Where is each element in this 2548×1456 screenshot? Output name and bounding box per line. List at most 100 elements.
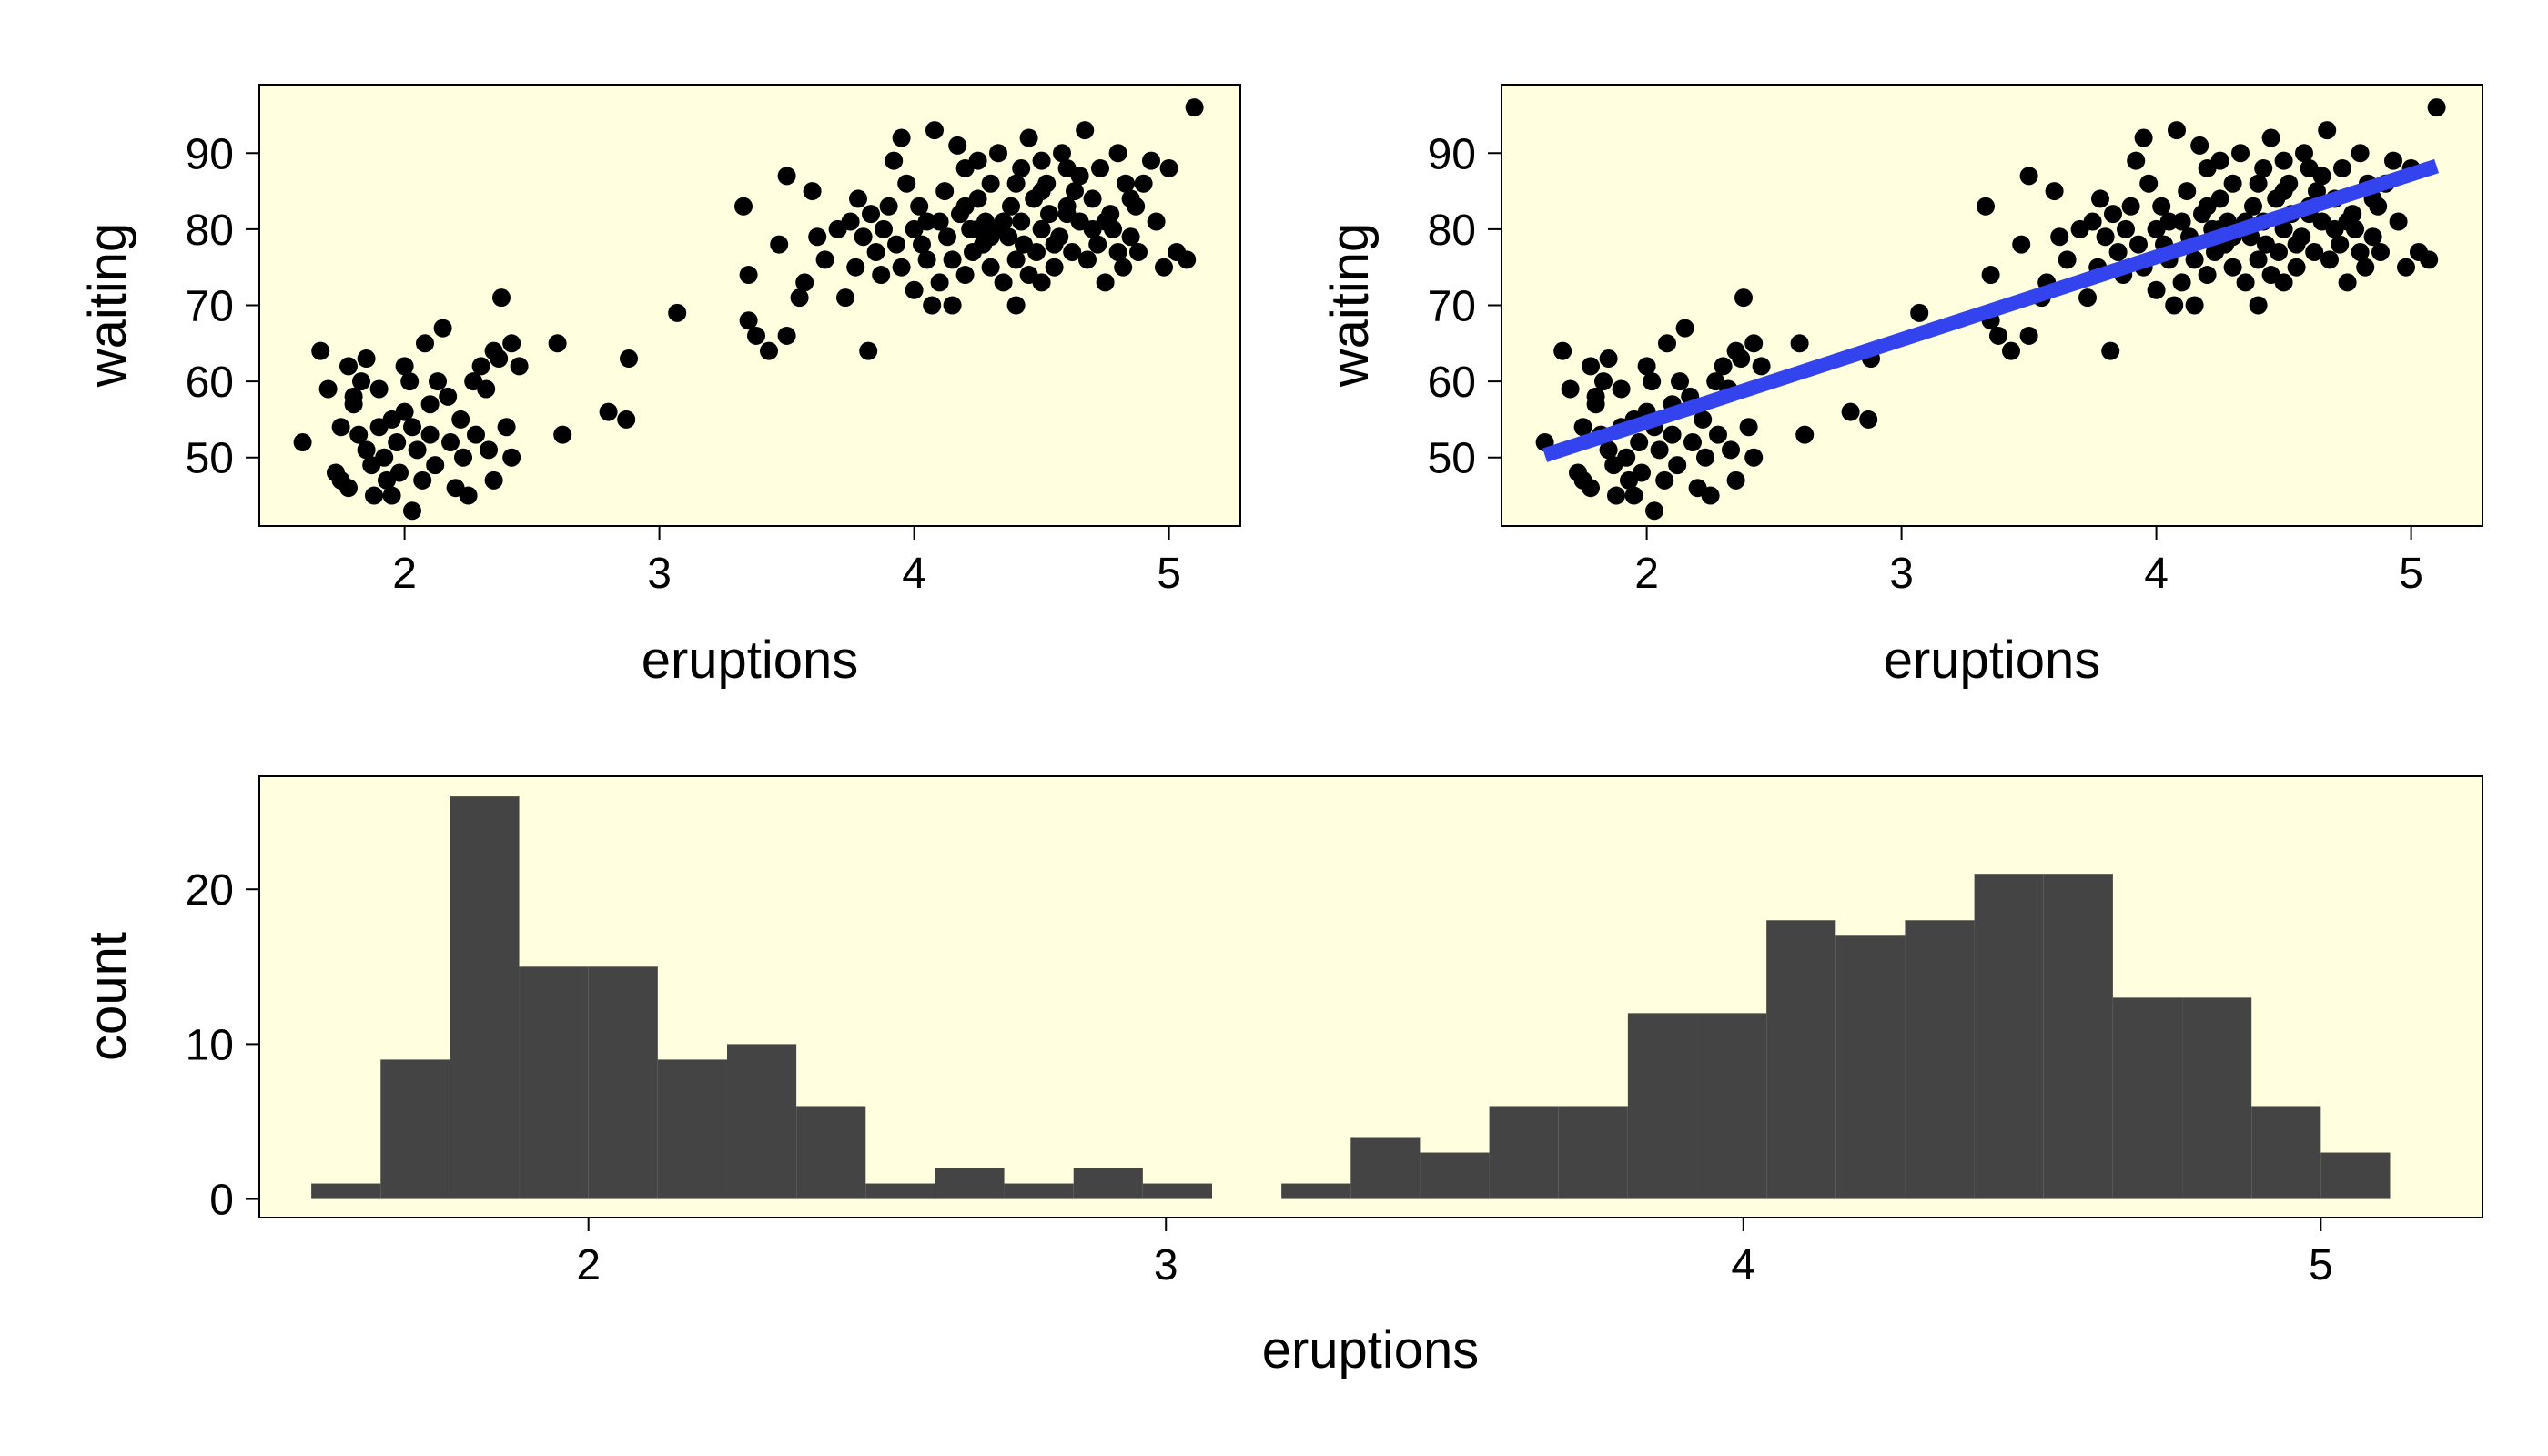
histogram-panel: 2 3 4 5 0 10 20 eruptions count [78, 775, 2483, 1380]
histogram-bar [726, 1044, 797, 1199]
scatter-point [471, 357, 490, 376]
axis-ticks: 2 3 4 5 0 10 20 [186, 866, 2333, 1289]
scatter-point [1637, 357, 1656, 376]
scatter-point [1650, 440, 1669, 460]
scatter-point [1981, 266, 2000, 285]
axis-ticks: 2 3 4 5 50 60 70 80 90 [1428, 130, 2423, 598]
scatter-point [1045, 235, 1064, 254]
scatter-point [2019, 326, 2038, 345]
scatter-point [1663, 425, 1682, 444]
scatter-point [1159, 158, 1178, 177]
scatter-point [854, 228, 873, 247]
scatter-point [375, 448, 394, 467]
scatter-point [2371, 242, 2390, 261]
scatter-point [1709, 425, 1727, 444]
x-tick-label: 4 [2144, 550, 2169, 598]
scatter-point [1070, 167, 1089, 186]
scatter-point [1582, 479, 1600, 498]
scatter-point [760, 341, 778, 360]
scatter-point [777, 326, 796, 345]
scatter-point [1078, 250, 1097, 269]
scatter-point [2223, 258, 2242, 277]
scatter-point [1910, 303, 1929, 322]
scatter-points [1535, 98, 2446, 521]
y-tick-label: 20 [186, 866, 234, 915]
scatter-point [403, 418, 421, 437]
scatter-point [2312, 167, 2331, 186]
scatter-point [2108, 242, 2128, 261]
scatter-point [885, 151, 904, 170]
scatter-point [400, 372, 420, 391]
scatter-point [2308, 182, 2326, 201]
scatter-point [1032, 182, 1051, 201]
y-tick-label: 60 [1428, 359, 1476, 407]
y-tick-label: 60 [186, 359, 234, 407]
scatter-panel-left: 2 3 4 5 50 60 70 80 90 eruptions waiting [78, 84, 1241, 690]
x-tick-label: 4 [1731, 1241, 1755, 1289]
scatter-point [331, 418, 350, 437]
scatter-point [1032, 219, 1051, 238]
scatter-point [1185, 98, 1204, 117]
scatter-point [2274, 182, 2293, 201]
scatter-point [1582, 357, 1600, 376]
scatter-point [956, 266, 975, 285]
scatter-point [480, 440, 498, 460]
scatter-point [938, 228, 956, 247]
scatter-point [2397, 258, 2415, 277]
scatter-point [1561, 379, 1580, 399]
scatter-point [892, 258, 911, 277]
scatter-point [1019, 128, 1038, 147]
scatter-point [1859, 410, 1878, 429]
x-tick-label: 5 [2399, 550, 2423, 598]
scatter-point [426, 456, 445, 475]
x-tick-label: 3 [647, 550, 672, 598]
scatter-point [2351, 144, 2370, 163]
scatter-point [872, 266, 891, 285]
scatter-point [413, 470, 432, 490]
scatter-point [1734, 288, 1753, 308]
scatter-point [994, 273, 1013, 292]
scatter-point [459, 486, 478, 505]
scatter-point [2261, 266, 2280, 285]
scatter-point [1977, 197, 1995, 216]
scatter-point [2223, 174, 2242, 193]
scatter-point [846, 258, 865, 277]
scatter-point [1155, 258, 1173, 277]
scatter-point [2231, 144, 2250, 163]
scatter-panel-right: 2 3 4 5 50 60 70 80 90 eruptions waiting [1320, 84, 2483, 690]
scatter-point [1732, 349, 1751, 369]
axis-ticks: 2 3 4 5 50 60 70 80 90 [186, 130, 1181, 598]
scatter-point [989, 144, 1007, 163]
scatter-point [497, 418, 516, 437]
y-tick-label: 50 [1428, 435, 1476, 483]
scatter-point [1134, 174, 1153, 193]
histogram-bar [1350, 1137, 1421, 1199]
scatter-point [2159, 212, 2179, 231]
scatter-point [795, 273, 814, 292]
scatter-point [1006, 296, 1026, 315]
scatter-point [1617, 448, 1636, 467]
scatter-point [620, 349, 638, 369]
x-tick-label: 3 [1889, 550, 1914, 598]
scatter-point [956, 197, 975, 216]
scatter-point [477, 379, 496, 399]
y-tick-label: 70 [186, 283, 234, 331]
scatter-point [2127, 151, 2146, 170]
scatter-point [2320, 250, 2339, 269]
scatter-point [2168, 121, 2186, 140]
scatter-point [2287, 235, 2306, 254]
scatter-point [1599, 440, 1618, 460]
scatter-point [1045, 258, 1064, 277]
scatter-point [454, 448, 472, 467]
scatter-point [2104, 205, 2122, 224]
scatter-point [510, 357, 529, 376]
scatter-point [2152, 197, 2171, 216]
scatter-point [1006, 174, 1026, 193]
scatter-point [1722, 440, 1740, 460]
scatter-point [866, 242, 885, 261]
scatter-point [1121, 228, 1140, 247]
scatter-point [943, 250, 962, 269]
scatter-point [2058, 250, 2077, 269]
histogram-bar [2251, 1106, 2321, 1199]
scatter-point [484, 470, 503, 490]
